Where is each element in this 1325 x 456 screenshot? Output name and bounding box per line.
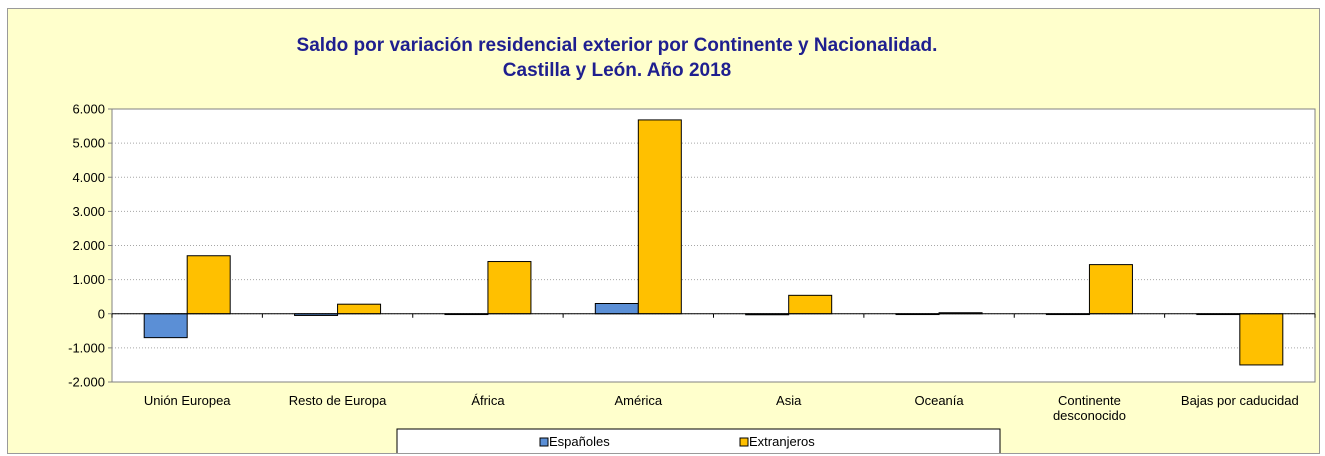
- y-tick-label: 1.000: [72, 272, 105, 287]
- x-tick-label: América: [614, 393, 662, 408]
- y-axis: -2.000 -1.000 0 1.000 2.000 3.000 4.000 5.000 6.…: [68, 102, 112, 390]
- bar-extranjeros: [637, 119, 682, 315]
- bar-extranjeros: [1239, 313, 1284, 366]
- y-tick-label: 0: [98, 306, 105, 321]
- y-tick-label: 3.000: [72, 204, 105, 219]
- x-tick-label: Resto de Europa: [289, 393, 387, 408]
- x-tick-label: Continente: [1058, 393, 1121, 408]
- x-tick-label: Asia: [776, 393, 802, 408]
- y-tick-label: 4.000: [72, 170, 105, 185]
- bar-extranjeros: [1088, 264, 1133, 315]
- x-tick-label: Unión Europea: [144, 393, 231, 408]
- bar-espanoles: [594, 303, 639, 315]
- y-tick-label: 6.000: [72, 102, 105, 117]
- x-axis: Unión Europea Resto de Europa África Améric…: [111, 313, 1316, 423]
- x-tick-label: desconocido: [1053, 408, 1126, 423]
- x-tick-label: Oceanía: [914, 393, 964, 408]
- bar-extranjeros: [788, 294, 833, 315]
- legend-swatch-extranjeros: [739, 437, 749, 447]
- y-tick-label: -2.000: [68, 375, 105, 390]
- bar-extranjeros: [487, 261, 532, 315]
- y-tick-label: 2.000: [72, 238, 105, 253]
- x-tick-label: Bajas por caducidad: [1181, 393, 1299, 408]
- legend-label-espanoles: Españoles: [549, 434, 610, 449]
- bar-extranjeros: [337, 303, 382, 315]
- bar-extranjeros: [186, 255, 231, 315]
- x-tick-label: África: [471, 393, 505, 408]
- bar-chart: Saldo por variación residencial exterior…: [68, 35, 1316, 453]
- legend-swatch-espanoles: [539, 437, 549, 447]
- bar-series: [143, 119, 1284, 366]
- y-tick-label: 5.000: [72, 136, 105, 151]
- y-tick-label: -1.000: [68, 340, 105, 355]
- chart-subtitle: Castilla y León. Año 2018: [503, 60, 731, 81]
- legend-label-extranjeros: Extranjeros: [749, 434, 815, 449]
- legend-box: [396, 428, 1001, 453]
- chart-area: Saldo por variación residencial exterior…: [7, 8, 1320, 454]
- legend: Españoles Extranjeros: [396, 428, 1001, 453]
- bar-espanoles: [143, 313, 188, 339]
- chart-title: Saldo por variación residencial exterior…: [297, 35, 938, 56]
